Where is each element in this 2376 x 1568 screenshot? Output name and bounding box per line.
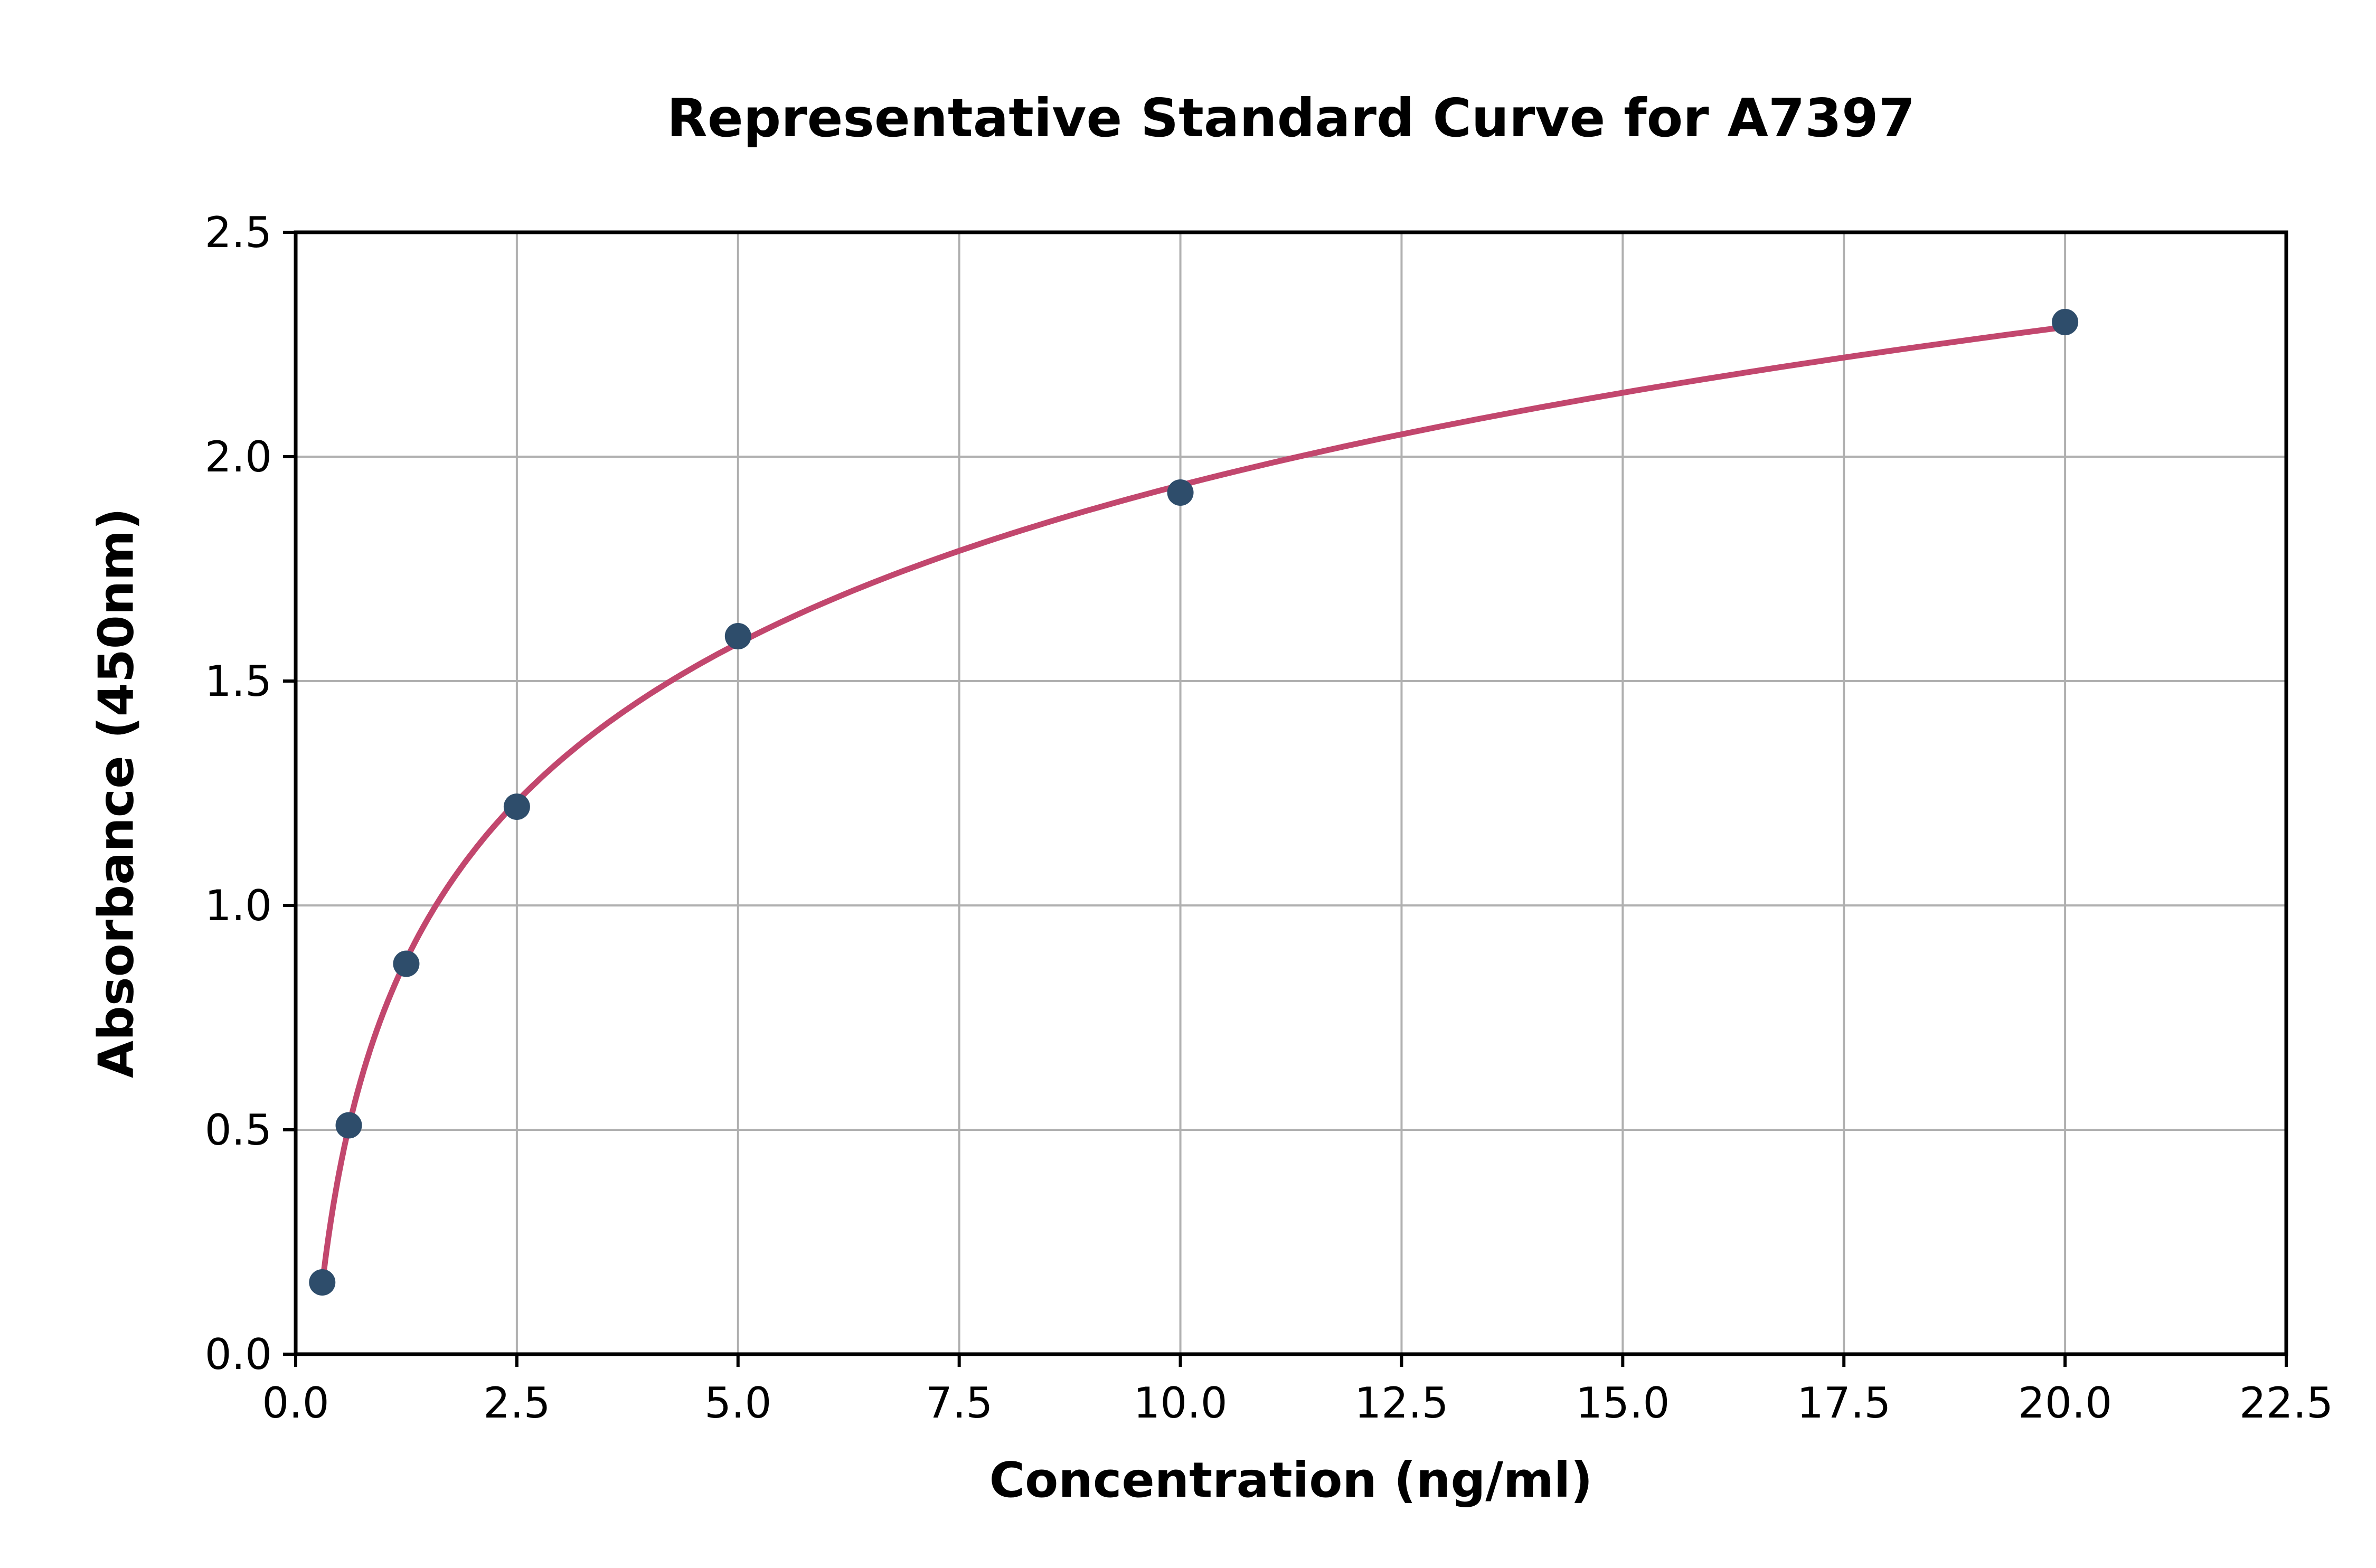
x-axis-label: Concentration (ng/ml): [989, 1452, 1593, 1508]
y-tick-label: 2.0: [205, 432, 272, 481]
data-point: [393, 950, 420, 977]
data-point: [1167, 479, 1194, 506]
x-tick-label: 10.0: [1133, 1378, 1227, 1428]
chart-title: Representative Standard Curve for A7397: [666, 87, 1916, 149]
x-tick-label: 15.0: [1576, 1378, 1670, 1428]
x-tick-label: 5.0: [704, 1378, 771, 1428]
x-tick-label: 20.0: [2018, 1378, 2112, 1428]
data-point: [503, 794, 530, 820]
data-point: [335, 1112, 362, 1139]
data-point: [309, 1269, 336, 1296]
y-tick-label: 0.5: [205, 1106, 272, 1155]
x-tick-label: 12.5: [1354, 1378, 1448, 1428]
x-tick-label: 0.0: [262, 1378, 329, 1428]
y-tick-label: 1.0: [205, 881, 272, 930]
y-tick-label: 2.5: [205, 208, 272, 257]
data-point: [2052, 309, 2079, 335]
x-tick-label: 2.5: [483, 1378, 550, 1428]
y-tick-label: 0.0: [205, 1330, 272, 1379]
plot-border: [294, 230, 2288, 1356]
fitted-curve: [319, 324, 2068, 1288]
data-point: [724, 623, 751, 649]
y-tick-label: 1.5: [205, 657, 272, 706]
x-tick-label: 7.5: [926, 1378, 993, 1428]
y-axis-label: Absorbance (450nm): [88, 507, 145, 1079]
x-tick-label: 17.5: [1797, 1378, 1891, 1428]
x-tick-label: 22.5: [2239, 1378, 2333, 1428]
